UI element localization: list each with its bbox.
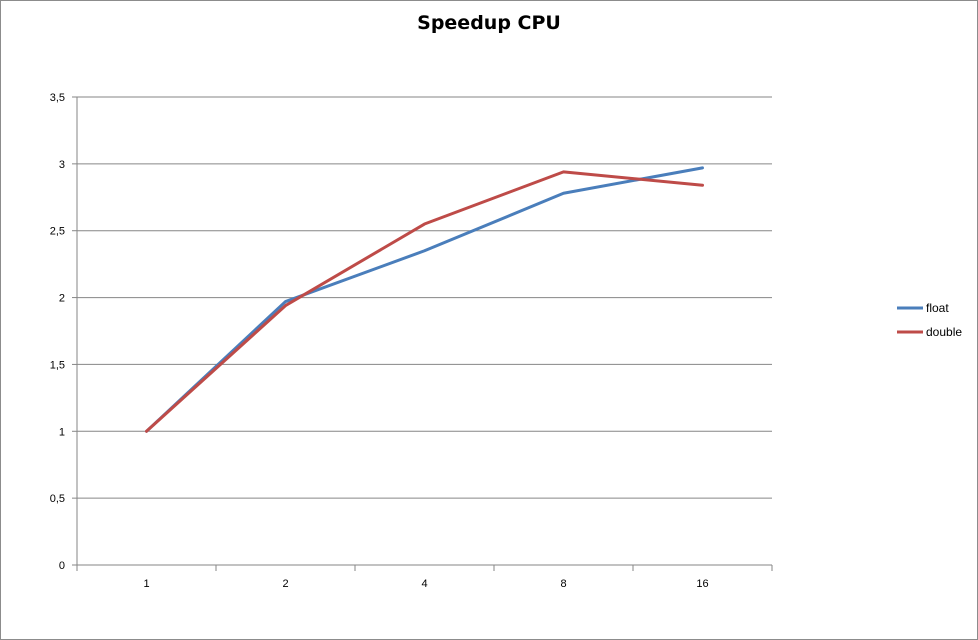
series-line-double xyxy=(145,170,704,433)
series-line-float xyxy=(145,166,704,433)
y-tick-label: 1,5 xyxy=(50,359,65,371)
x-tick-label: 2 xyxy=(282,578,288,590)
legend-label-double: double xyxy=(926,325,962,339)
y-tick-label: 0,5 xyxy=(50,493,65,505)
y-tick-label: 2 xyxy=(59,293,65,305)
y-tick-label: 0 xyxy=(59,560,65,572)
y-tick-label: 3,5 xyxy=(50,92,65,104)
legend-label-float: float xyxy=(926,301,949,315)
y-tick-label: 2,5 xyxy=(50,226,65,238)
x-tick-label: 16 xyxy=(696,578,708,590)
x-tick-label: 8 xyxy=(560,578,566,590)
x-tick-label: 1 xyxy=(143,578,149,590)
y-tick-label: 1 xyxy=(59,426,65,438)
x-tick-label: 4 xyxy=(421,578,427,590)
y-tick-label: 3 xyxy=(59,159,65,171)
chart-title: Speedup CPU xyxy=(417,12,561,34)
